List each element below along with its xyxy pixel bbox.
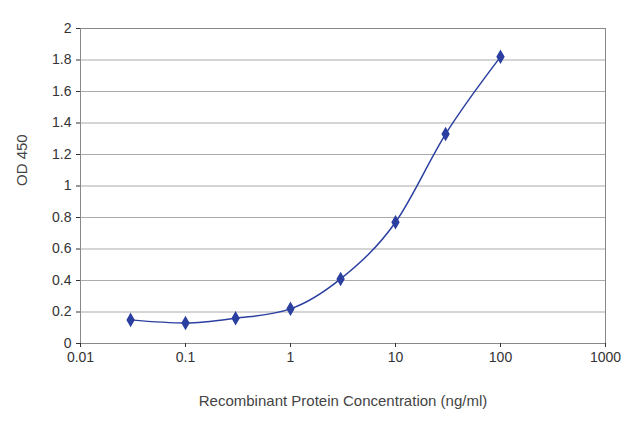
svg-text:1.4: 1.4 <box>52 114 72 130</box>
svg-text:2: 2 <box>64 20 72 36</box>
svg-text:100: 100 <box>489 349 513 365</box>
svg-text:0.8: 0.8 <box>52 209 72 225</box>
svg-text:0.01: 0.01 <box>67 349 94 365</box>
svg-text:10: 10 <box>388 349 404 365</box>
svg-text:1.6: 1.6 <box>52 83 72 99</box>
svg-text:0.1: 0.1 <box>176 349 196 365</box>
svg-text:Recombinant Protein Concentrat: Recombinant Protein Concentration (ng/ml… <box>199 392 487 409</box>
svg-text:1000: 1000 <box>590 349 621 365</box>
svg-text:1.8: 1.8 <box>52 51 72 67</box>
svg-text:0: 0 <box>64 335 72 351</box>
svg-text:0.4: 0.4 <box>52 272 72 288</box>
svg-text:1.2: 1.2 <box>52 146 72 162</box>
svg-text:OD 450: OD 450 <box>13 134 30 186</box>
svg-text:1: 1 <box>64 177 72 193</box>
svg-text:0.2: 0.2 <box>52 303 72 319</box>
svg-text:1: 1 <box>287 349 295 365</box>
svg-text:0.6: 0.6 <box>52 240 72 256</box>
